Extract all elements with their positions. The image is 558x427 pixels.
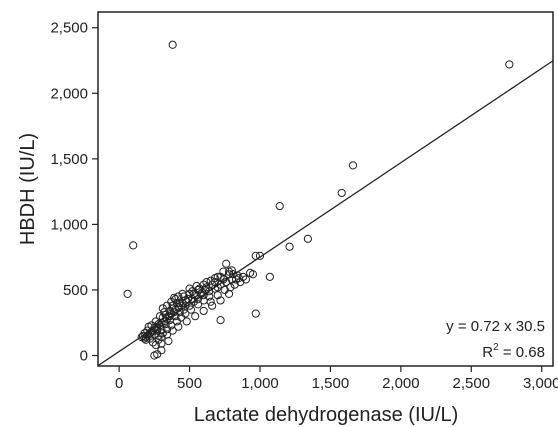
data-point (199, 306, 208, 316)
data-point (146, 334, 155, 343)
x-tick-label: 500 (177, 375, 202, 392)
x-tick-label: 2,500 (453, 375, 491, 392)
data-point (158, 304, 167, 313)
data-point (144, 322, 153, 331)
r-squared-label: R2 = 0.68 (482, 342, 545, 361)
data-point (265, 272, 274, 281)
data-point (151, 340, 160, 350)
data-point (154, 331, 163, 340)
data-point (216, 316, 225, 325)
data-point (168, 326, 177, 335)
data-point (193, 300, 203, 309)
data-point (185, 284, 194, 293)
regression-line (98, 60, 553, 366)
data-point (157, 346, 166, 355)
y-tick-label: 1,500 (50, 151, 88, 168)
data-point (213, 291, 222, 300)
data-point (222, 259, 231, 268)
y-tick-label: 500 (63, 282, 88, 299)
y-tick-label: 1,000 (50, 216, 88, 233)
y-axis: 0 500 1,000 1,500 2,000 2,500 (50, 20, 98, 365)
data-point (285, 242, 294, 251)
data-point (505, 60, 514, 69)
x-axis-title: Lactate dehydrogenase (IU/L) (194, 404, 459, 426)
data-point (303, 234, 312, 243)
data-point (229, 270, 238, 279)
data-point (226, 283, 235, 292)
data-point (175, 308, 184, 317)
y-axis-title: HBDH (IU/L) (17, 133, 39, 245)
data-point (178, 289, 187, 298)
data-point (224, 289, 234, 298)
data-point (137, 333, 146, 342)
data-point (251, 309, 260, 318)
r-squared-base: R (482, 344, 493, 361)
data-point (174, 322, 183, 331)
data-point (168, 40, 177, 49)
y-tick-label: 0 (80, 348, 88, 365)
x-tick-label: 1,500 (312, 375, 350, 392)
data-point (348, 161, 358, 170)
data-point (165, 312, 174, 321)
data-point (172, 317, 181, 326)
data-point (275, 201, 284, 211)
data-point (164, 336, 173, 346)
x-tick-label: 3,000 (523, 375, 558, 392)
data-point (168, 301, 177, 310)
regression-equation: y = 0.72 x 30.5 (446, 318, 545, 335)
data-point (129, 241, 138, 250)
data-point (123, 289, 132, 298)
data-point (182, 317, 191, 326)
data-point (192, 281, 201, 291)
data-point (151, 317, 160, 326)
data-point (224, 267, 234, 276)
r-squared-superscript: 2 (493, 342, 499, 353)
data-point (186, 305, 196, 314)
data-point (160, 308, 169, 317)
data-point (175, 298, 184, 308)
data-point (191, 312, 200, 321)
data-point (157, 339, 166, 348)
y-tick-label: 2,500 (50, 20, 88, 37)
data-point (199, 296, 208, 305)
x-tick-label: 2,000 (382, 375, 420, 392)
x-tick-label: 0 (115, 375, 123, 392)
data-point (238, 272, 248, 281)
data-point (158, 329, 167, 338)
data-point (234, 274, 243, 283)
data-point (189, 289, 198, 298)
plot-frame (97, 11, 554, 367)
y-tick-label: 2,000 (50, 85, 88, 102)
data-point (206, 276, 215, 285)
data-point (150, 351, 159, 360)
data-point (208, 301, 217, 310)
data-point (205, 292, 214, 301)
data-points (123, 40, 514, 360)
data-point (169, 293, 179, 302)
data-point (337, 188, 346, 198)
x-axis: 0 500 1,000 1,500 2,000 2,500 3,000 (115, 366, 558, 392)
data-point (255, 251, 265, 260)
data-point (216, 272, 225, 281)
data-point (195, 284, 204, 293)
data-point (248, 270, 258, 279)
data-point (141, 335, 150, 344)
r-squared-value: = 0.68 (499, 344, 545, 361)
x-tick-label: 1,000 (241, 375, 279, 392)
